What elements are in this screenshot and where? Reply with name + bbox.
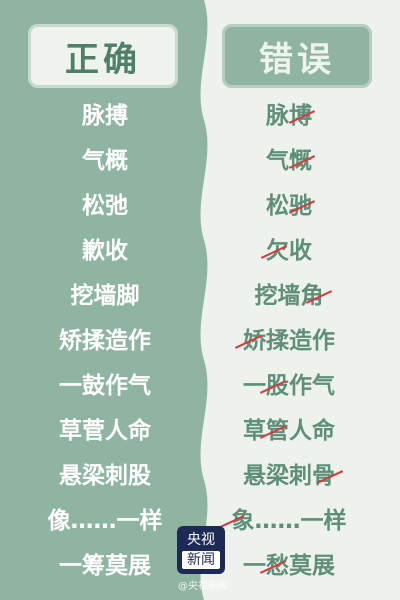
watermark: @央视新闻 (178, 581, 228, 592)
wrong-column-background (198, 0, 400, 600)
wrong-item: 欠收 (266, 238, 312, 264)
correct-header: 正确 (28, 24, 178, 88)
correct-item: 气概 (82, 148, 128, 174)
correct-item: 草菅人命 (59, 418, 151, 444)
correct-list: 脉搏 气概 松弛 歉收 挖墙脚 矫揉造作 一鼓作气 草菅人命 悬梁刺股 像……一… (20, 94, 190, 589)
wrong-item: 一愁莫展 (243, 553, 335, 579)
wrong-item: 娇揉造作 (243, 328, 335, 354)
wrong-item: 松驰 (266, 193, 312, 219)
logo-text-top: 央视 (187, 532, 215, 548)
correct-item: 像……一样 (47, 508, 163, 534)
correct-item: 松弛 (82, 193, 128, 219)
wrong-item: 草管人命 (243, 418, 335, 444)
correct-item: 一筹莫展 (59, 553, 151, 579)
cctv-news-logo: 央视 新闻 (177, 526, 225, 574)
wrong-item: 象……一样 (231, 508, 347, 534)
wave-divider (186, 0, 208, 600)
wrong-item: 一股作气 (243, 373, 335, 399)
wrong-list: 脉博 气慨 松驰 欠收 挖墙角 娇揉造作 一股作气 草管人命 悬梁刺骨 象……一… (204, 94, 374, 589)
correct-item: 一鼓作气 (59, 373, 151, 399)
correct-column-background (0, 0, 210, 600)
wrong-header: 错误 (222, 24, 372, 88)
correct-item: 悬梁刺股 (59, 463, 151, 489)
logo-text-bottom: 新闻 (182, 551, 220, 569)
correct-item: 矫揉造作 (59, 328, 151, 354)
correct-item: 挖墙脚 (70, 283, 140, 309)
wrong-item: 挖墙角 (254, 283, 324, 309)
wrong-item: 脉博 (266, 103, 312, 129)
wrong-item: 悬梁刺骨 (243, 463, 335, 489)
wrong-item: 气慨 (266, 148, 312, 174)
correct-item: 歉收 (82, 238, 128, 264)
correct-item: 脉搏 (82, 103, 128, 129)
